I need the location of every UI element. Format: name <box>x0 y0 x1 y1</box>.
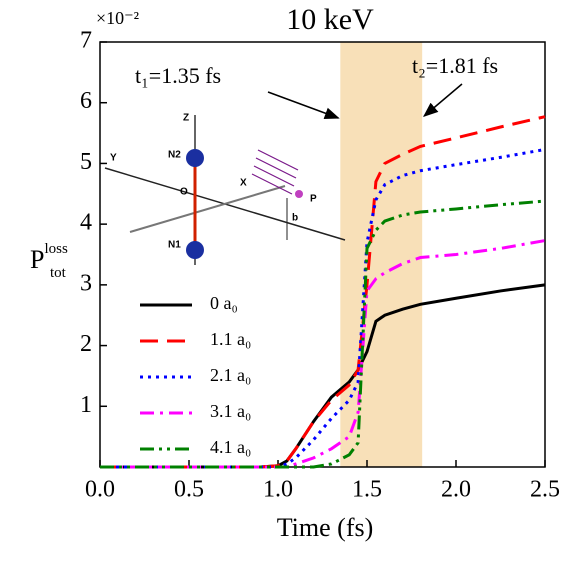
y-tick-label: 3 <box>80 270 92 296</box>
inset-label: b <box>292 213 298 224</box>
legend-label: 1.1 a₀ <box>210 329 251 349</box>
x-tick-label: 2.5 <box>530 477 560 503</box>
y-multiplier: ×10⁻² <box>96 8 139 28</box>
annotation: t₁=1.35 fs <box>135 63 221 88</box>
y-tick-label: 5 <box>80 149 92 175</box>
legend-label: 2.1 a₀ <box>210 365 251 385</box>
inset-diagram <box>104 115 346 265</box>
y-tick-label: 1 <box>80 392 92 418</box>
shaded-region <box>340 42 423 467</box>
series-line <box>100 147 546 469</box>
legend-label: 4.1 a₀ <box>210 437 251 457</box>
inset-label: N2 <box>168 150 181 161</box>
x-tick-label: 1.0 <box>263 477 293 503</box>
x-axis-label: Time (fs) <box>277 513 374 542</box>
chart-title: 10 keV <box>286 3 374 36</box>
y-label-sub: tot <box>50 265 67 281</box>
x-tick-label: 1.5 <box>352 477 382 503</box>
legend-label: 0 a₀ <box>210 293 238 313</box>
annotation-arrow <box>267 91 340 119</box>
y-label-main: P <box>30 245 44 274</box>
y-tick-label: 2 <box>80 331 92 357</box>
inset-label: Y <box>110 153 117 164</box>
legend-label: 3.1 a₀ <box>210 401 251 421</box>
y-axis-label: Ploss tot <box>30 241 68 281</box>
inset-label: N1 <box>168 240 181 251</box>
annotation-arrow <box>423 83 463 117</box>
inset-label: X <box>240 178 247 189</box>
inset-label: P <box>310 194 317 205</box>
y-label-sup: loss <box>44 241 68 257</box>
y-tick-label: 4 <box>80 210 92 236</box>
y-tick-label: 7 <box>80 28 92 54</box>
series-line <box>100 199 546 469</box>
x-tick-label: 2.0 <box>441 477 471 503</box>
x-tick-label: 0.5 <box>174 477 204 503</box>
series-line <box>100 239 546 469</box>
x-tick-label: 0.0 <box>85 477 115 503</box>
series-line <box>100 115 546 469</box>
annotation: t₂=1.81 fs <box>412 53 498 78</box>
inset-label: Z <box>183 113 189 124</box>
y-tick-label: 6 <box>80 88 92 114</box>
plot-frame <box>99 41 546 468</box>
inset-label: O <box>180 187 188 198</box>
